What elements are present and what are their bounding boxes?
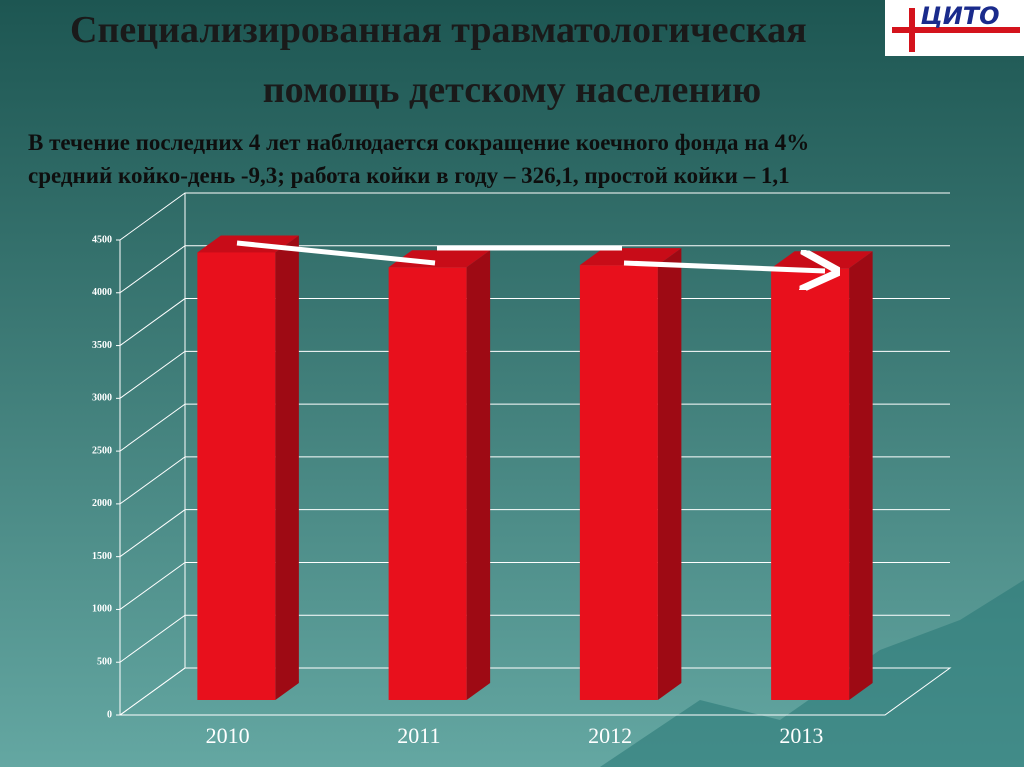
grid-line: [119, 456, 950, 505]
y-tick-label: 4000: [92, 287, 112, 298]
grid-line: [119, 509, 950, 558]
grid-line: [119, 192, 950, 241]
grid-line: [119, 403, 950, 452]
bar-side: [275, 235, 299, 700]
x-tick-label: 2012: [588, 723, 632, 748]
logo-cross: [892, 8, 1020, 52]
y-tick-label: 0: [107, 709, 112, 720]
y-tick-label: 500: [97, 657, 112, 668]
mountains: [600, 580, 1024, 767]
y-tick-label: 2500: [92, 445, 112, 456]
y-tick-label: 1500: [92, 551, 112, 562]
y-tick-label: 2000: [92, 498, 112, 509]
logo: ЦИТО: [885, 0, 1024, 56]
bar-top: [579, 248, 682, 266]
bar-side: [657, 248, 682, 700]
logo-text: ЦИТО: [920, 2, 999, 30]
bar: [579, 248, 682, 700]
x-tick-label: 2010: [206, 723, 250, 748]
bar-side: [849, 251, 873, 700]
subtitle: средний койко-день -9,3; работа койки в …: [28, 163, 790, 188]
grid-line: [119, 245, 950, 294]
y-tick-label: 3000: [92, 393, 112, 404]
x-tick-label: 2011: [397, 723, 440, 748]
y-tick-label: 3500: [92, 340, 112, 351]
grid-line: [119, 667, 950, 716]
grid-line: [119, 614, 950, 663]
title: Специализированная травматологическая: [70, 9, 807, 51]
bar: [771, 251, 873, 700]
x-tick-label: 2013: [779, 723, 823, 748]
bar-side: [466, 250, 491, 700]
arrow: [236, 240, 436, 266]
subtitle: В течение последних 4 лет наблюдается со…: [28, 130, 809, 155]
grid-line: [119, 350, 950, 399]
y-tick-label: 1000: [92, 604, 112, 615]
bar: [197, 235, 299, 700]
title: помощь детскому населению: [263, 69, 761, 111]
bar-front: [771, 268, 850, 700]
arrow: [623, 263, 825, 271]
chart: 0 500 1000 1500 2000 2500 3000 3500 4000 4500 2010…: [92, 192, 952, 748]
grid-line: [119, 561, 950, 610]
bar-front: [388, 267, 467, 700]
trend-arrows: [236, 240, 825, 271]
bar: [388, 250, 491, 700]
y-tick-label: 4500: [92, 234, 112, 245]
grid-line: [119, 298, 950, 346]
bar-front: [197, 252, 276, 700]
bar-front: [579, 265, 658, 700]
